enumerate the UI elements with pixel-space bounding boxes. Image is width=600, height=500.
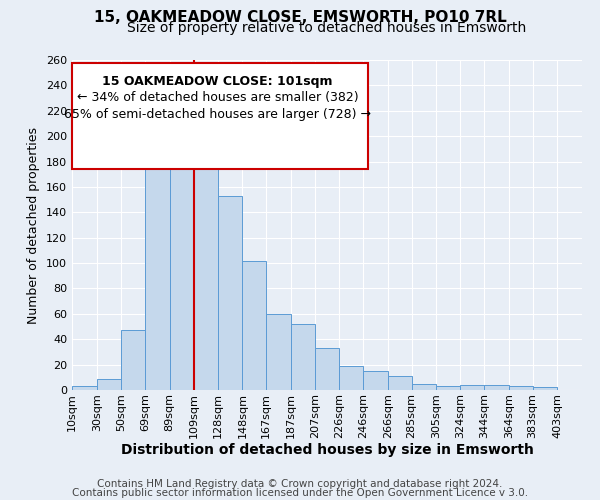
Text: ← 34% of detached houses are smaller (382): ← 34% of detached houses are smaller (38… bbox=[77, 92, 358, 104]
Bar bbox=[509, 386, 533, 390]
Bar bbox=[242, 260, 266, 390]
Bar bbox=[339, 366, 364, 390]
Bar bbox=[484, 385, 509, 390]
Bar bbox=[218, 196, 242, 390]
X-axis label: Distribution of detached houses by size in Emsworth: Distribution of detached houses by size … bbox=[121, 444, 533, 458]
Bar bbox=[170, 136, 194, 390]
Bar bbox=[97, 378, 121, 390]
Bar bbox=[388, 376, 412, 390]
Bar bbox=[72, 386, 97, 390]
Bar bbox=[412, 384, 436, 390]
Text: 65% of semi-detached houses are larger (728) →: 65% of semi-detached houses are larger (… bbox=[64, 108, 371, 121]
Bar bbox=[364, 371, 388, 390]
Bar bbox=[194, 130, 218, 390]
Text: Contains public sector information licensed under the Open Government Licence v : Contains public sector information licen… bbox=[72, 488, 528, 498]
Text: 15, OAKMEADOW CLOSE, EMSWORTH, PO10 7RL: 15, OAKMEADOW CLOSE, EMSWORTH, PO10 7RL bbox=[94, 10, 506, 25]
Bar bbox=[121, 330, 145, 390]
Bar bbox=[460, 385, 484, 390]
Text: 15 OAKMEADOW CLOSE: 101sqm: 15 OAKMEADOW CLOSE: 101sqm bbox=[102, 75, 332, 88]
Bar bbox=[436, 386, 460, 390]
Bar bbox=[533, 388, 557, 390]
Y-axis label: Number of detached properties: Number of detached properties bbox=[28, 126, 40, 324]
Title: Size of property relative to detached houses in Emsworth: Size of property relative to detached ho… bbox=[127, 21, 527, 35]
Bar bbox=[290, 324, 315, 390]
Bar bbox=[266, 314, 290, 390]
FancyBboxPatch shape bbox=[72, 64, 368, 169]
Bar bbox=[315, 348, 339, 390]
Text: Contains HM Land Registry data © Crown copyright and database right 2024.: Contains HM Land Registry data © Crown c… bbox=[97, 479, 503, 489]
Bar bbox=[145, 132, 170, 390]
